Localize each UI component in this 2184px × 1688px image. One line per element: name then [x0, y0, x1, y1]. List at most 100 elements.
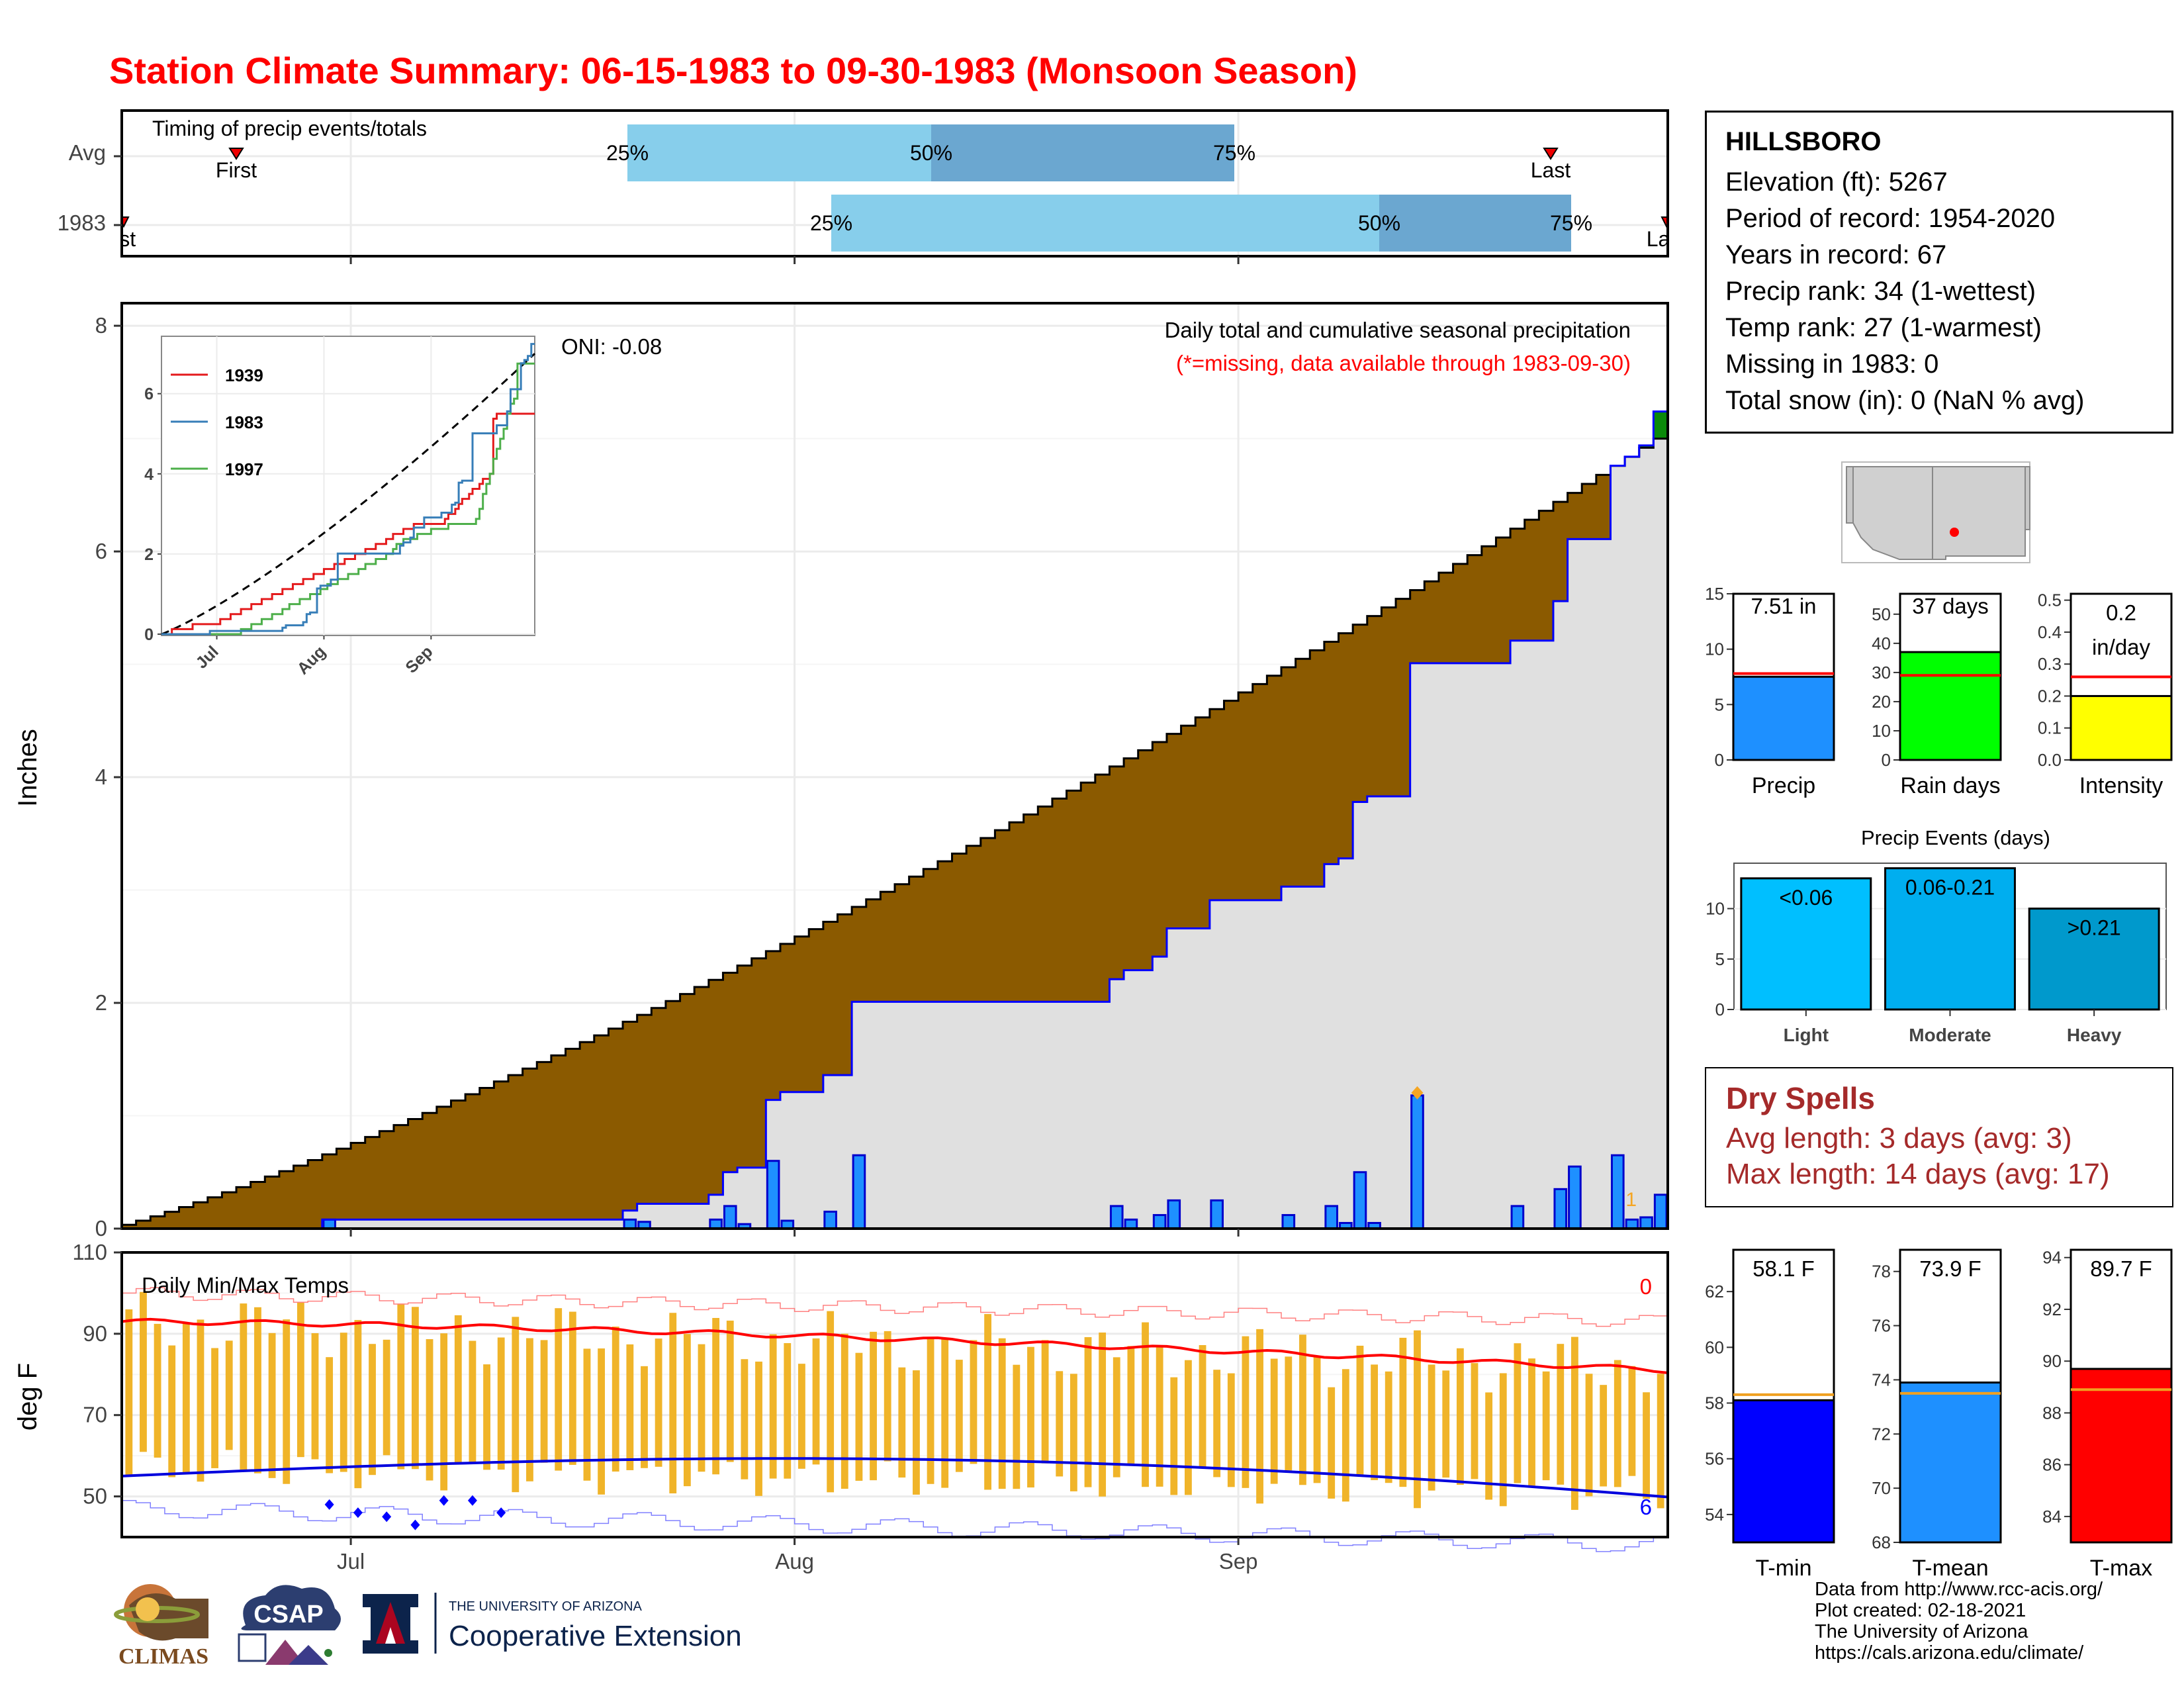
tmin-chart-bar [1732, 1399, 1835, 1544]
daily-precip-bar [823, 1210, 837, 1230]
daily-temp-bar [1156, 1346, 1163, 1487]
precip-header: Daily total and cumulative seasonal prec… [1165, 318, 1631, 342]
daily-temp-bar [268, 1333, 276, 1478]
legend-1939: 1939 [225, 365, 263, 385]
daily-temp-bar [841, 1333, 848, 1489]
temp-bar-tick: 62 [1705, 1282, 1724, 1301]
daily-temp-bar [798, 1364, 805, 1469]
daily-temp-bar [598, 1348, 605, 1495]
credit-url: https://cals.arizona.edu/climate/ [1815, 1642, 2084, 1664]
rain-days-chart-bar [1899, 651, 2002, 761]
daily-precip-bar [1281, 1214, 1296, 1230]
inset-y-tick: 6 [144, 385, 154, 404]
temp-bar-tick: 68 [1872, 1532, 1891, 1552]
daily-temp-bar [1313, 1356, 1321, 1483]
event-category-label: Moderate [1909, 1025, 1991, 1045]
record-low-marker [496, 1507, 506, 1519]
precip-total-chart: 0 5 10 15 7.51 in Precip [1705, 584, 1835, 798]
record-min-line [122, 1499, 1668, 1552]
daily-temp-bar [1643, 1392, 1650, 1499]
daily-temp-bar [1442, 1370, 1450, 1478]
temp-layers [121, 1287, 1668, 1552]
daily-temp-bar [812, 1338, 820, 1465]
daily-temp-bar [655, 1338, 662, 1467]
intensity-chart: 0.0 0.1 0.2 0.3 0.4 0.5 0.2 in/day Intensity [2038, 590, 2173, 798]
daily-temp-bar [855, 1352, 863, 1481]
daily-temp-bar [569, 1311, 576, 1465]
inset-legend: 1939 1983 1997 [171, 365, 263, 479]
inset-lines [161, 343, 536, 635]
temp-bar-tick: 74 [1872, 1370, 1891, 1389]
daily-temp-bar [1600, 1385, 1608, 1487]
daily-temp-bar [240, 1303, 248, 1470]
daily-temp-bar [383, 1339, 390, 1456]
daily-precip-bar [1324, 1205, 1339, 1230]
y1983-first-marker [123, 216, 130, 228]
ua-big-text: Cooperative Extension [449, 1620, 741, 1652]
dry-spells-avg: Avg length: 3 days (avg: 3) [1726, 1122, 2072, 1154]
precip-y-tick: 4 [95, 765, 107, 789]
station-period: Period of record: 1954-2020 [1725, 204, 2056, 233]
daily-temp-bar [1485, 1392, 1493, 1500]
precip-y-tick: 2 [95, 990, 107, 1015]
daily-precip-bar [1568, 1165, 1582, 1230]
daily-precip-bar [1124, 1218, 1138, 1230]
daily-temp-bar [827, 1311, 835, 1493]
daily-temp-bar [1328, 1387, 1336, 1499]
daily-temp-bar [311, 1333, 319, 1460]
inset-line-1939 [161, 412, 535, 635]
daily-temp-bar [1471, 1363, 1479, 1479]
intensity-chart-value: in/day [2092, 635, 2151, 659]
daily-temp-bar [755, 1361, 762, 1496]
daily-precip-bar [623, 1218, 637, 1230]
temp-bar-tick: 60 [1705, 1337, 1724, 1357]
x-tick-label: Jul [337, 1549, 365, 1573]
small-bar-tick: 5 [1715, 694, 1724, 714]
daily-temp-bar [168, 1345, 176, 1477]
event-bar-label: 0.06-0.21 [1905, 876, 1995, 900]
daily-temp-bar [254, 1307, 261, 1474]
daily-temp-bar [483, 1364, 490, 1470]
daily-temp-bar [998, 1338, 1006, 1489]
daily-temp-bar [898, 1367, 906, 1478]
daily-temp-bar [1499, 1373, 1507, 1507]
record-low-marker [467, 1495, 477, 1506]
daily-temp-bar [955, 1360, 963, 1472]
daily-temp-bar [941, 1338, 949, 1488]
y1983-last-marker [1661, 216, 1666, 228]
daily-temp-bar [125, 1309, 133, 1476]
station-elevation: Elevation (ft): 5267 [1725, 167, 1948, 197]
daily-temp-bar [526, 1338, 533, 1481]
temp-bar-tick: 54 [1705, 1505, 1724, 1524]
inset-y-tick: 4 [144, 465, 154, 484]
count-marker: 1 [1625, 1189, 1637, 1211]
avg-last-label: Last [1531, 158, 1571, 182]
small-bar-tick: 50 [1872, 604, 1891, 624]
temp-background [122, 1252, 1668, 1537]
daily-precip-bar [1653, 1194, 1668, 1230]
precip-layers [122, 410, 1668, 1230]
temp-y-axis: 110 90 70 50 [72, 1240, 122, 1509]
small-bar-tick: 40 [1872, 633, 1891, 653]
daily-temp-bar [397, 1303, 405, 1470]
daily-temp-bar [1027, 1346, 1034, 1488]
daily-temp-bar [970, 1340, 978, 1464]
tmin-chart-value: 58.1 F [1752, 1256, 1815, 1281]
event-bar-heavy [2028, 908, 2160, 1011]
daily-temp-bar [1428, 1364, 1435, 1491]
daily-temp-bar [1356, 1345, 1364, 1476]
daily-precip-bar [766, 1160, 780, 1230]
small-bar-tick: 20 [1872, 692, 1891, 712]
avg-bar-50-75 [931, 124, 1234, 181]
summary-bar-charts: 0 5 10 15 7.51 in Precip 0 10 20 30 40 50 37 days Rai… [1705, 584, 2173, 798]
page-title: Station Climate Summary: 06-15-1983 to 0… [109, 50, 1357, 91]
daily-precip-bar [1625, 1218, 1639, 1230]
daily-temp-bar [612, 1327, 619, 1472]
record-low-marker [439, 1495, 449, 1506]
events-y-tick: 5 [1715, 949, 1725, 969]
small-bar-tick: 10 [1705, 639, 1724, 659]
timing-clip: First Last [123, 216, 1666, 251]
daily-temp-bar [1242, 1336, 1250, 1488]
precip-panel: 0 2 4 6 8 Inches Daily total and cumulative … [13, 302, 1669, 1241]
daily-temp-bar [913, 1370, 920, 1495]
